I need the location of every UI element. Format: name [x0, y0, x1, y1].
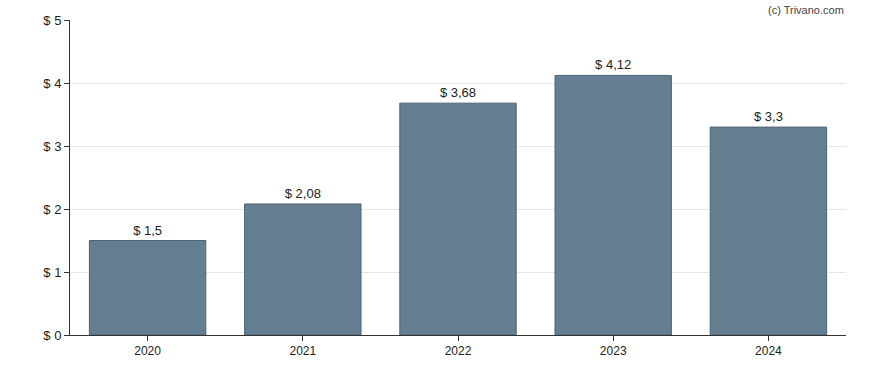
svg-text:$ 3,3: $ 3,3 [754, 109, 783, 124]
svg-text:(c) Trivano.com: (c) Trivano.com [768, 4, 844, 16]
svg-text:$ 2: $ 2 [43, 202, 61, 217]
svg-text:$ 3,68: $ 3,68 [440, 85, 476, 100]
svg-text:$ 5: $ 5 [43, 13, 61, 28]
svg-text:$ 1: $ 1 [43, 265, 61, 280]
svg-text:2020: 2020 [134, 344, 161, 358]
svg-text:$ 2,08: $ 2,08 [285, 186, 321, 201]
svg-text:2024: 2024 [755, 344, 782, 358]
svg-text:$ 4: $ 4 [43, 76, 61, 91]
svg-text:$ 3: $ 3 [43, 139, 61, 154]
svg-text:$ 0: $ 0 [43, 328, 61, 343]
svg-text:2022: 2022 [445, 344, 472, 358]
svg-text:$ 4,12: $ 4,12 [595, 57, 631, 72]
svg-text:2021: 2021 [289, 344, 316, 358]
svg-text:2023: 2023 [600, 344, 627, 358]
svg-text:$ 1,5: $ 1,5 [133, 223, 162, 238]
